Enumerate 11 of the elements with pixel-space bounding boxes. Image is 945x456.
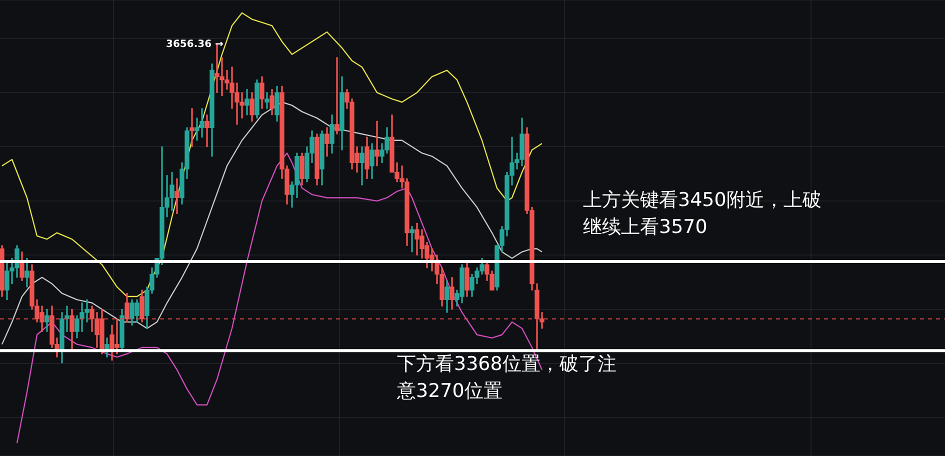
annotation: 下方看3368位置，破了注意3270位置: [397, 352, 618, 404]
candlestick: [360, 146, 364, 186]
candlestick: [334, 57, 340, 134]
text: 上方关键看3450附近，上破继续上看3570: [583, 188, 822, 240]
candlestick: [174, 178, 180, 214]
candlestick: [204, 114, 210, 148]
candlestick: [374, 120, 380, 166]
annotation: 3656.36 →: [166, 38, 224, 52]
candlestick: [264, 92, 270, 109]
candlestick: [190, 108, 194, 148]
candlestick: [410, 226, 414, 252]
